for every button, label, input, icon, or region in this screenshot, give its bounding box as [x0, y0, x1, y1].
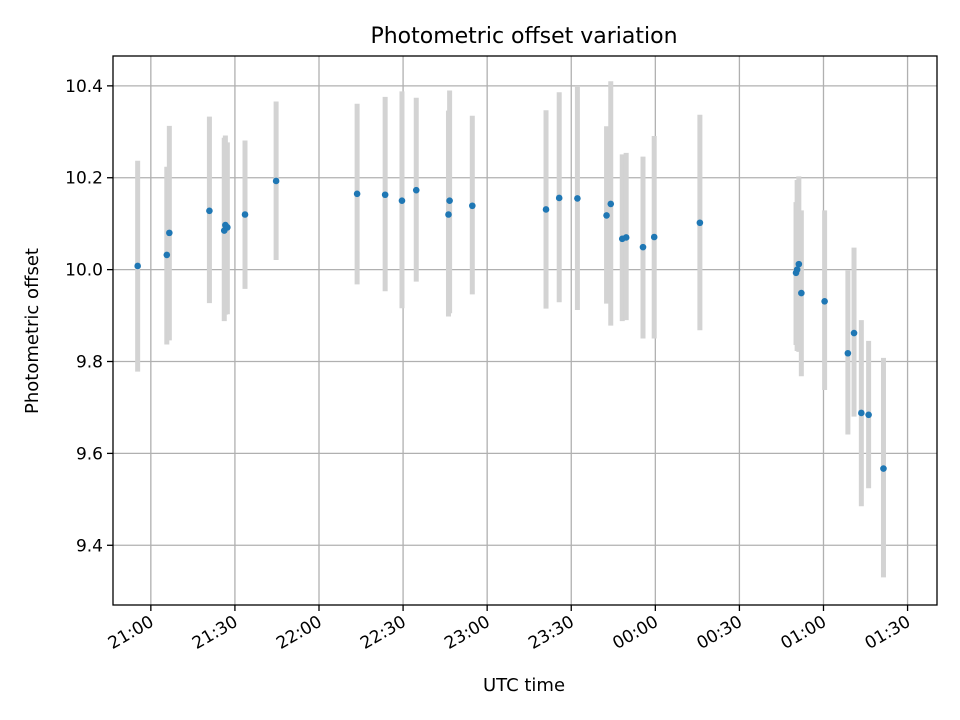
- data-point: [844, 349, 852, 357]
- plot-frame: [112, 55, 938, 606]
- x-axis-label: UTC time: [483, 675, 565, 696]
- error-bars: [135, 81, 886, 578]
- x-tick-label: 00:00: [609, 612, 661, 654]
- data-point: [821, 298, 828, 305]
- data-point: [858, 409, 865, 417]
- x-tick-label: 22:00: [273, 612, 325, 654]
- y-tick-label: 9.4: [76, 536, 103, 556]
- data-point: [607, 200, 615, 208]
- chart-title: Photometric offset variation: [370, 24, 677, 49]
- data-point: [446, 197, 453, 205]
- data-point: [555, 194, 563, 202]
- x-tick-label: 00:30: [693, 612, 745, 654]
- x-tick-label: 21:30: [189, 612, 241, 654]
- data-point: [542, 206, 550, 213]
- data-points: [134, 177, 887, 472]
- data-point: [650, 233, 658, 241]
- data-point: [445, 211, 452, 218]
- x-tick-label: 01:00: [778, 612, 830, 654]
- x-tick-label: 23:00: [441, 612, 493, 654]
- grid: [113, 56, 937, 605]
- data-point: [798, 289, 805, 297]
- y-tick-label: 10.2: [65, 169, 103, 189]
- data-point: [795, 260, 803, 268]
- data-point: [793, 266, 801, 273]
- x-tick-label: 22:30: [357, 612, 409, 654]
- data-point: [272, 177, 280, 185]
- x-tick-label: 01:30: [862, 612, 914, 654]
- data-point: [412, 186, 420, 194]
- data-point: [398, 197, 406, 205]
- data-point: [639, 243, 647, 251]
- x-tick-label: 23:30: [525, 612, 577, 654]
- y-axis: 9.4 9.6 9.8 10.0 10.2 10.4: [65, 77, 113, 556]
- y-tick-label: 10.4: [65, 77, 103, 97]
- data-point: [224, 224, 231, 231]
- data-point: [469, 202, 476, 210]
- y-tick-label: 10.0: [65, 261, 103, 281]
- data-point: [574, 195, 581, 202]
- data-point: [622, 234, 630, 241]
- data-point: [880, 465, 887, 472]
- data-point: [696, 219, 704, 227]
- y-tick-label: 9.8: [76, 353, 103, 373]
- x-tick-label: 21:00: [105, 612, 157, 654]
- data-point: [134, 262, 141, 270]
- data-point: [353, 190, 361, 198]
- data-point: [206, 207, 213, 215]
- data-point: [381, 191, 389, 199]
- data-point: [241, 211, 249, 218]
- data-point: [603, 212, 610, 219]
- data-point: [166, 229, 173, 237]
- y-tick-label: 9.6: [76, 444, 103, 464]
- x-axis: 21:00 21:30 22:00 22:30 23:00 23:30 00:00 00:30…: [105, 605, 914, 654]
- data-point: [163, 251, 171, 259]
- data-point: [865, 411, 872, 419]
- data-point: [850, 329, 858, 337]
- y-axis-label: Photometric offset: [22, 248, 43, 414]
